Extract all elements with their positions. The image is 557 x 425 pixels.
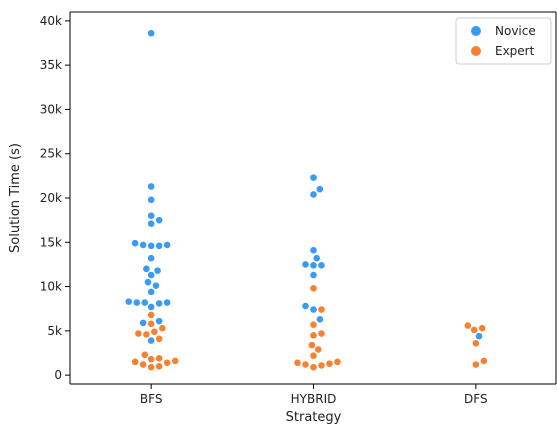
data-point-expert [147,363,156,372]
data-point-expert [309,363,318,372]
data-point-novice [131,239,140,248]
data-point-novice [140,298,149,307]
data-point-expert [307,341,316,349]
y-tick-label: 30k [40,102,62,116]
data-point-novice [315,315,324,324]
data-point-novice [163,241,172,249]
y-tick-label: 15k [40,235,62,249]
data-point-novice [309,190,318,199]
data-point-novice [475,332,483,341]
x-tick-label: HYBRID [291,392,337,406]
data-point-expert [293,358,302,367]
data-point-novice [132,298,141,307]
legend-marker-novice [471,26,481,36]
y-tick-label: 40k [40,14,62,28]
data-point-expert [150,327,159,336]
data-point-expert [309,331,318,340]
data-point-novice [155,299,164,308]
data-point-novice [163,298,172,307]
data-point-expert [478,324,487,333]
data-point-novice [155,216,164,225]
x-tick-label: BFS [140,392,163,406]
data-point-expert [309,320,318,329]
data-point-novice [147,211,156,220]
y-axis-label: Solution Time (s) [8,143,23,253]
data-point-expert [333,357,342,366]
data-point-expert [140,350,149,359]
data-point-expert [134,329,143,338]
data-point-expert [147,355,156,364]
y-tick-label: 10k [40,280,62,294]
data-point-expert [158,324,167,333]
data-point-novice [147,219,156,228]
data-point-novice [142,264,151,273]
data-point-novice [147,336,156,345]
data-point-novice [147,182,156,191]
legend-label-novice: Novice [495,24,536,38]
axes: 0 5k 10k 15k 20k 25k 30k 35k 40k BFS HYBRID DFS [40,11,557,406]
data-point-novice [309,173,318,182]
data-point-expert [155,362,164,371]
legend-label-expert: Expert [495,44,535,58]
data-point-novice [147,271,156,279]
data-point-novice [309,271,318,279]
data-point-expert [317,305,326,314]
data-point-expert [171,357,180,365]
data-point-expert [155,354,164,363]
data-point-expert [463,321,472,330]
data-point-expert [317,361,326,370]
data-point-novice [147,29,156,38]
data-point-novice [309,305,318,314]
data-point-expert [155,334,164,343]
data-point-expert [163,358,172,367]
data-point-novice [309,261,318,270]
data-point-novice [301,260,310,269]
legend: Novice Expert [455,17,552,65]
data-point-novice [144,278,152,287]
data-point-expert [301,360,310,369]
data-point-novice [147,254,156,263]
data-point-novice [147,241,156,250]
data-point-novice [155,241,164,250]
data-point-expert [309,351,318,360]
y-tick-label: 0 [54,368,62,382]
data-point-novice [315,185,324,194]
data-point-expert [470,326,479,334]
data-point-novice [147,195,156,204]
data-point-expert [142,330,151,339]
data-point-expert [139,360,148,369]
data-point-novice [152,281,160,290]
data-point-expert [479,357,488,365]
y-tick-label: 35k [40,58,62,72]
x-axis-label: Strategy [286,410,342,425]
data-point-novice [147,287,156,296]
y-tick-label: 20k [40,191,62,205]
y-tick-label: 5k [47,324,62,338]
y-tick-label: 25k [40,147,62,161]
data-point-expert [314,345,323,354]
data-point-novice [139,318,148,327]
data-point-expert [471,360,480,369]
data-point-novice [309,246,318,255]
data-point-novice [124,297,133,306]
data-point-expert [147,319,156,328]
data-point-expert [309,284,318,293]
data-point-novice [312,254,321,263]
data-point-novice [147,303,156,311]
data-point-expert [131,357,140,366]
data-point-novice [301,302,310,310]
legend-marker-expert [471,46,481,56]
data-point-novice [155,317,164,326]
data-point-expert [325,359,334,368]
data-point-expert [317,329,326,338]
data-point-expert [471,339,480,348]
data-point-expert [147,311,156,319]
x-tick-label: DFS [464,392,488,406]
data-points [124,29,488,372]
data-point-novice [153,266,162,275]
data-point-novice [139,241,148,249]
data-point-novice [317,261,326,270]
